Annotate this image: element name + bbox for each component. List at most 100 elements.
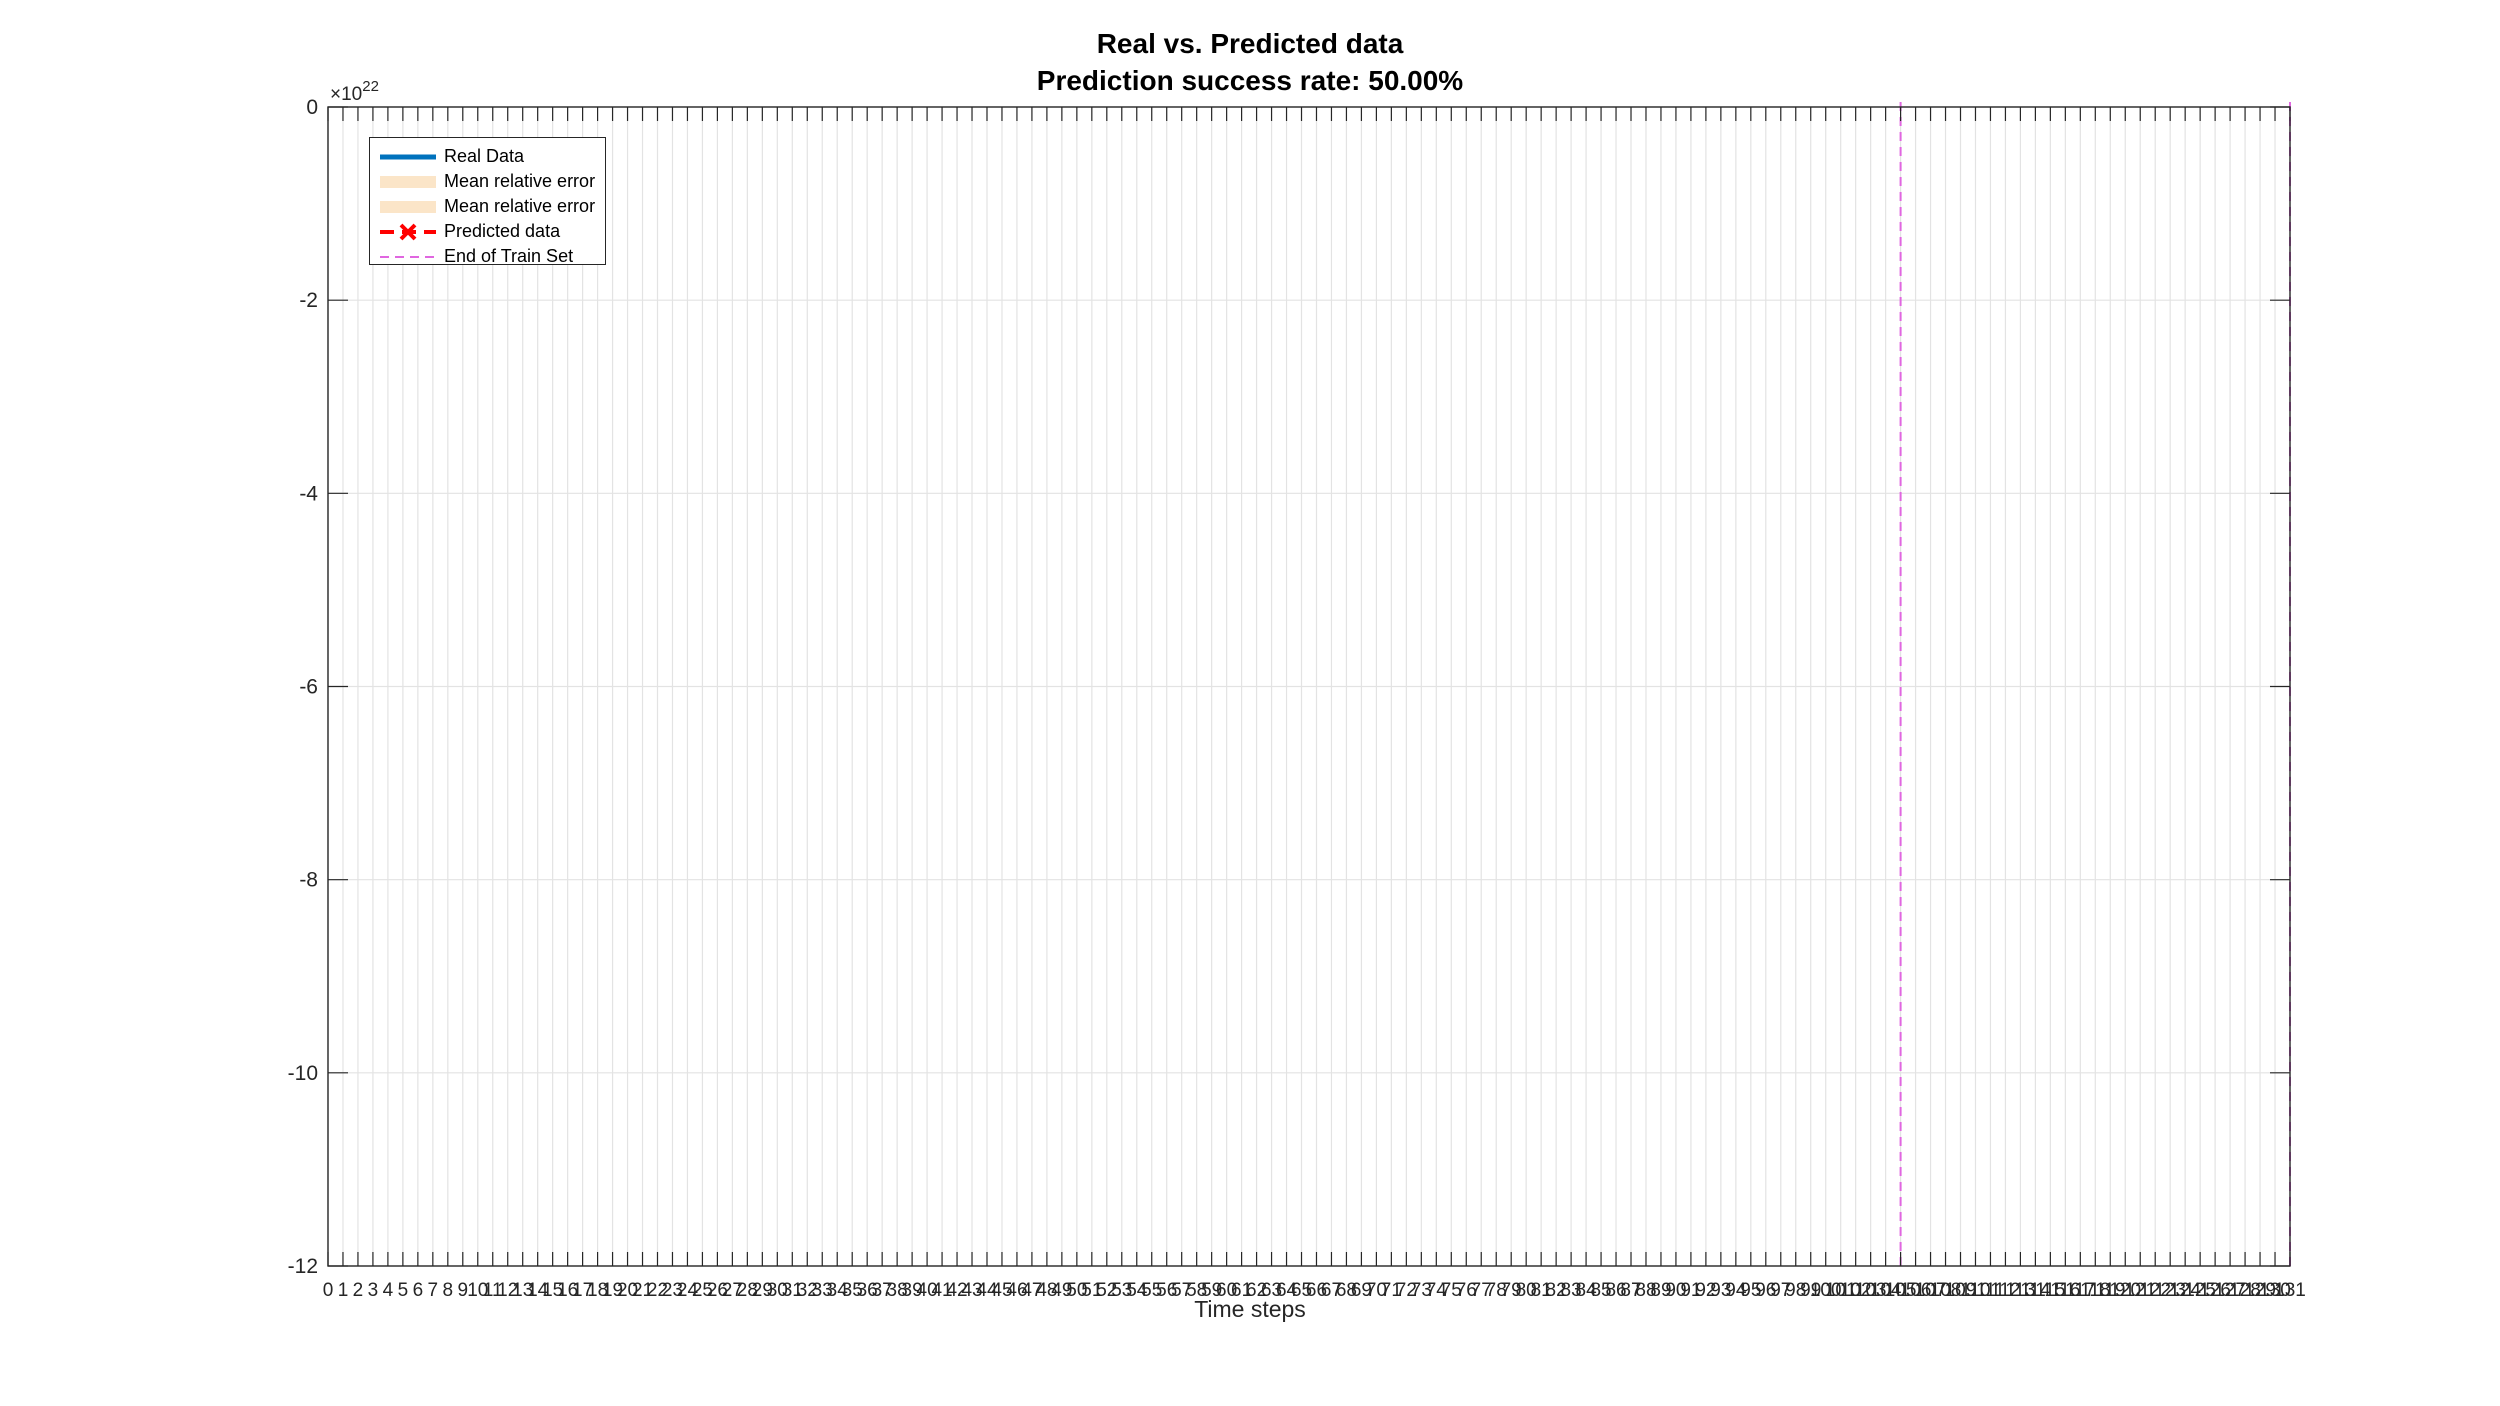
y-tick-label: -2 bbox=[299, 289, 318, 312]
x-tick-label: 93 bbox=[1710, 1280, 1731, 1301]
x-tick-label: 20 bbox=[617, 1280, 638, 1301]
x-tick-label: 5 bbox=[398, 1280, 409, 1301]
x-tick-label: 83 bbox=[1561, 1280, 1582, 1301]
y-tick-label: -8 bbox=[299, 869, 318, 892]
x-tick-label: 92 bbox=[1695, 1280, 1716, 1301]
x-tick-label: 58 bbox=[1186, 1280, 1207, 1301]
x-tick-label: 125 bbox=[2184, 1280, 2216, 1301]
grid-lines bbox=[327, 106, 2291, 1267]
x-tick-label: 120 bbox=[2109, 1280, 2141, 1301]
x-tick-label: 70 bbox=[1366, 1280, 1387, 1301]
x-tick-label: 36 bbox=[857, 1280, 878, 1301]
x-tick-label: 50 bbox=[1066, 1280, 1087, 1301]
x-tick-label: 40 bbox=[917, 1280, 938, 1301]
x-tick-label: 28 bbox=[737, 1280, 758, 1301]
x-tick-label: 53 bbox=[1111, 1280, 1132, 1301]
x-tick-label: 30 bbox=[767, 1280, 788, 1301]
x-tick-label: 62 bbox=[1246, 1280, 1267, 1301]
chart-title: Real vs. Predicted data bbox=[1096, 28, 1404, 59]
x-tick-label: 129 bbox=[2244, 1280, 2276, 1301]
legend-label: Mean relative error bbox=[444, 171, 596, 191]
x-tick-label: 10 bbox=[467, 1280, 488, 1301]
x-tick-label: 102 bbox=[1840, 1280, 1872, 1301]
x-tick-label: 78 bbox=[1486, 1280, 1507, 1301]
x-tick-label: 15 bbox=[542, 1280, 563, 1301]
x-tick-label: 37 bbox=[872, 1280, 893, 1301]
x-tick-label: 39 bbox=[902, 1280, 923, 1301]
x-tick-label: 49 bbox=[1051, 1280, 1072, 1301]
x-tick-label: 94 bbox=[1725, 1280, 1747, 1301]
legend-entry-mean-relative-error: Mean relative error bbox=[370, 194, 605, 219]
x-tick-label: 51 bbox=[1081, 1280, 1102, 1301]
x-tick-label: 116 bbox=[2050, 1280, 2080, 1301]
legend-entry-mean-relative-error: Mean relative error bbox=[370, 169, 605, 194]
x-tick-label: 59 bbox=[1201, 1280, 1222, 1301]
x-tick-label: 76 bbox=[1456, 1280, 1477, 1301]
legend-entry-predicted-data: Predicted data bbox=[370, 219, 605, 244]
x-tick-label: 17 bbox=[572, 1280, 593, 1301]
x-tick-label: 72 bbox=[1396, 1280, 1417, 1301]
x-tick-label: 67 bbox=[1321, 1280, 1342, 1301]
y-exponent-label: ×1022 bbox=[330, 78, 379, 105]
x-tick-label: 43 bbox=[961, 1280, 982, 1301]
chart-subtitle: Prediction success rate: 50.00% bbox=[1036, 65, 1464, 96]
y-tick-label: -10 bbox=[288, 1062, 318, 1085]
x-tick-label: 85 bbox=[1590, 1280, 1611, 1301]
legend-dashed-line-swatch bbox=[380, 256, 436, 258]
x-tick-label: 95 bbox=[1740, 1280, 1761, 1301]
x-tick-label: 64 bbox=[1276, 1280, 1298, 1301]
x-tick-label: 60 bbox=[1216, 1280, 1237, 1301]
x-tick-label: 47 bbox=[1021, 1280, 1042, 1301]
x-tick-label: 38 bbox=[887, 1280, 908, 1301]
x-tick-label: 68 bbox=[1336, 1280, 1357, 1301]
x-tick-label: 101 bbox=[1825, 1280, 1857, 1301]
x-tick-label: 82 bbox=[1546, 1280, 1567, 1301]
x-tick-label: 113 bbox=[2005, 1280, 2035, 1301]
x-tick-label: 86 bbox=[1605, 1280, 1626, 1301]
x-tick-label: 41 bbox=[931, 1280, 952, 1301]
x-tick-label: 24 bbox=[677, 1280, 699, 1301]
axes-box bbox=[327, 106, 2291, 1267]
x-tick-label: 19 bbox=[602, 1280, 623, 1301]
x-tick-label: 69 bbox=[1351, 1280, 1372, 1301]
x-tick-label: 26 bbox=[707, 1280, 728, 1301]
x-tick-label: 13 bbox=[512, 1280, 533, 1301]
x-tick-label: 9 bbox=[458, 1280, 469, 1301]
x-tick-label: 71 bbox=[1381, 1280, 1402, 1301]
x-tick-label: 56 bbox=[1156, 1280, 1177, 1301]
x-tick-label: 6 bbox=[413, 1280, 424, 1301]
x-tick-label: 48 bbox=[1036, 1280, 1057, 1301]
x-tick-label: 74 bbox=[1426, 1280, 1448, 1301]
x-tick-label: 7 bbox=[428, 1280, 439, 1301]
x-tick-label: 123 bbox=[2154, 1280, 2186, 1301]
x-tick-label: 35 bbox=[842, 1280, 863, 1301]
legend-label: Real Data bbox=[444, 146, 525, 166]
x-tick-label: 124 bbox=[2169, 1280, 2201, 1301]
x-tick-label: 104 bbox=[1870, 1280, 1902, 1301]
y-tick-labels: 0 -2 -4 -6 -8 -10 -12 bbox=[288, 96, 319, 1278]
x-tick-label: 107 bbox=[1915, 1280, 1947, 1301]
legend-dashed-x-swatch bbox=[380, 223, 436, 241]
x-tick-label: 57 bbox=[1171, 1280, 1192, 1301]
x-tick-label: 97 bbox=[1770, 1280, 1791, 1301]
x-tick-label: 130 bbox=[2259, 1280, 2291, 1301]
x-tick-label: 22 bbox=[647, 1280, 668, 1301]
y-tick-label: -12 bbox=[288, 1255, 318, 1278]
x-tick-label: 31 bbox=[782, 1280, 803, 1301]
legend-entry-real-data: Real Data bbox=[370, 144, 605, 169]
x-tick-label: 73 bbox=[1411, 1280, 1432, 1301]
x-tick-label: 105 bbox=[1885, 1280, 1917, 1301]
x-tick-label: 84 bbox=[1576, 1280, 1598, 1301]
x-tick-label: 25 bbox=[692, 1280, 713, 1301]
x-tick-label: 98 bbox=[1785, 1280, 1806, 1301]
x-tick-label: 80 bbox=[1516, 1280, 1537, 1301]
x-tick-label: 100 bbox=[1810, 1280, 1842, 1301]
legend-entry-end-of-train-set: End of Train Set bbox=[370, 244, 605, 269]
x-tick-label: 127 bbox=[2214, 1280, 2246, 1301]
legend: Real Data Mean relative error Mean relat… bbox=[369, 137, 606, 266]
x-tick-label: 89 bbox=[1650, 1280, 1671, 1301]
x-tick-label: 91 bbox=[1680, 1280, 1701, 1301]
x-tick-label: 96 bbox=[1755, 1280, 1776, 1301]
x-tick-label: 42 bbox=[946, 1280, 967, 1301]
